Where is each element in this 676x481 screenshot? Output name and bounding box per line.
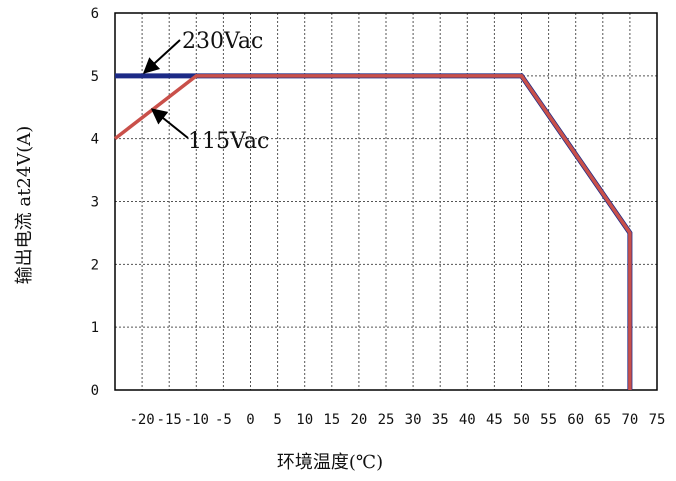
x-tick-label: 40 bbox=[459, 412, 476, 428]
annotation-label: 115Vac bbox=[188, 129, 269, 154]
x-tick-label: 60 bbox=[567, 412, 584, 428]
grid-layer bbox=[115, 12, 658, 390]
x-tick-label: 55 bbox=[540, 412, 557, 428]
x-tick-label: 45 bbox=[486, 412, 503, 428]
x-tick-label: -20 bbox=[129, 412, 154, 428]
x-tick-label: 30 bbox=[405, 412, 422, 428]
annotation-label: 230Vac bbox=[182, 29, 263, 54]
y-tick-label: 3 bbox=[91, 195, 99, 211]
x-tick-label: 70 bbox=[621, 412, 638, 428]
x-tick-label: -5 bbox=[215, 412, 232, 428]
y-tick-label: 6 bbox=[91, 6, 99, 22]
x-tick-label: 5 bbox=[273, 412, 281, 428]
x-axis-title: 环境温度(℃) bbox=[277, 452, 383, 473]
x-tick-label: 25 bbox=[378, 412, 395, 428]
x-tick-label: 65 bbox=[594, 412, 611, 428]
series-layer bbox=[113, 73, 633, 390]
y-tick-label: 1 bbox=[91, 320, 99, 336]
x-tick-label: -10 bbox=[184, 412, 209, 428]
annotation-arrow bbox=[142, 39, 181, 74]
series-line-115vac bbox=[113, 74, 632, 390]
annotation-layer: 230Vac 115Vac bbox=[142, 29, 269, 154]
x-tick-label: 20 bbox=[350, 412, 367, 428]
x-tick-label: 15 bbox=[323, 412, 340, 428]
y-tick-label: 5 bbox=[91, 69, 99, 85]
axis-layer: -20 -15 -10 -5 0 5 10 15 20 25 30 35 40 45 50 55 60 65 70 7… bbox=[91, 6, 666, 428]
y-tick-label: 0 bbox=[91, 383, 99, 399]
y-tick-label: 2 bbox=[91, 257, 99, 273]
y-axis-title: 输出电流 at24V(A) bbox=[14, 126, 35, 285]
x-tick-label: 10 bbox=[296, 412, 313, 428]
x-tick-label: -15 bbox=[157, 412, 182, 428]
x-tick-label: 75 bbox=[649, 412, 666, 428]
annotation-arrow bbox=[150, 108, 189, 139]
x-tick-label: 0 bbox=[246, 412, 254, 428]
y-tick-label: 4 bbox=[91, 132, 99, 148]
plot-frame bbox=[114, 12, 658, 391]
x-tick-label: 35 bbox=[432, 412, 449, 428]
x-tick-label: 50 bbox=[513, 412, 530, 428]
